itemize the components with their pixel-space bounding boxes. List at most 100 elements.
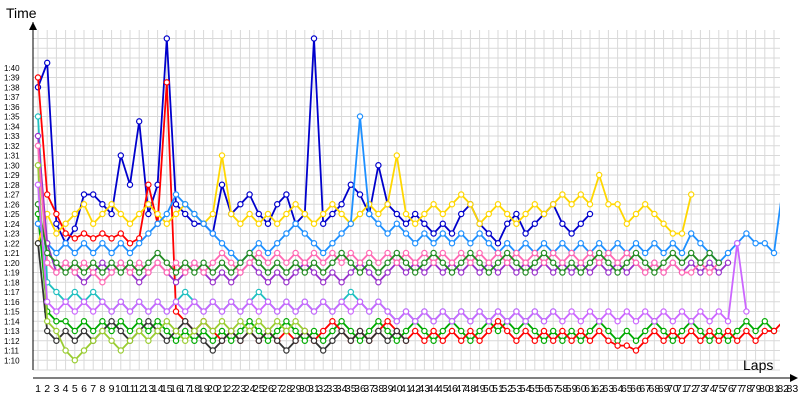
- data-point: [80, 298, 88, 305]
- y-tick-labels: 1:101:111:121:131:141:151:161:171:181:19…: [4, 64, 20, 366]
- data-point: [513, 259, 520, 266]
- x-tick-label: 18: [189, 383, 201, 395]
- data-point: [264, 269, 272, 276]
- data-point: [34, 220, 42, 227]
- data-point: [274, 327, 281, 335]
- data-point: [439, 269, 446, 276]
- data-point: [191, 259, 198, 266]
- data-point: [181, 210, 189, 218]
- data-point: [126, 327, 134, 335]
- data-point: [439, 308, 446, 315]
- data-point: [430, 230, 437, 237]
- data-point: [596, 171, 603, 179]
- data-point: [255, 327, 262, 335]
- data-point: [476, 308, 483, 315]
- data-point: [80, 201, 88, 208]
- data-point: [310, 259, 318, 266]
- data-point: [108, 235, 115, 242]
- data-point: [338, 327, 345, 335]
- data-point: [439, 249, 446, 257]
- data-point: [623, 342, 631, 349]
- data-point: [522, 240, 529, 247]
- data-point: [34, 132, 42, 140]
- data-point: [218, 327, 226, 335]
- x-tick-label: 56: [538, 383, 550, 395]
- data-point: [89, 220, 97, 227]
- data-point: [651, 259, 658, 266]
- data-point: [688, 259, 695, 266]
- data-point: [181, 259, 189, 266]
- data-point: [366, 337, 373, 344]
- data-point: [412, 220, 419, 227]
- data-point: [89, 308, 97, 315]
- data-point: [706, 269, 713, 276]
- data-point: [338, 279, 345, 286]
- data-point: [642, 308, 649, 315]
- data-point: [494, 318, 502, 325]
- data-point: [402, 269, 410, 276]
- data-point: [301, 259, 308, 266]
- data-point: [688, 327, 695, 335]
- data-point: [439, 259, 446, 266]
- y-tick-label: 1:25: [4, 210, 20, 219]
- data-point: [172, 210, 180, 218]
- data-point: [513, 337, 520, 344]
- data-point: [734, 327, 741, 335]
- data-point: [209, 210, 216, 218]
- data-point: [209, 230, 216, 237]
- data-point: [697, 327, 704, 335]
- data-point: [126, 181, 134, 188]
- data-point: [44, 298, 51, 305]
- data-point: [227, 327, 235, 335]
- data-point: [53, 210, 60, 218]
- y-tick-label: 1:13: [4, 327, 20, 336]
- data-point: [62, 318, 69, 325]
- data-point: [209, 327, 216, 335]
- data-point: [724, 249, 732, 257]
- y-tick-label: 1:18: [4, 278, 20, 287]
- y-tick-label: 1:39: [4, 74, 20, 83]
- data-point: [586, 308, 594, 315]
- data-point: [504, 318, 511, 325]
- data-point: [145, 308, 152, 315]
- data-point: [430, 327, 437, 335]
- x-tick-label: 52: [501, 383, 513, 395]
- data-point: [430, 240, 437, 247]
- data-point: [706, 259, 713, 266]
- data-point: [163, 220, 170, 227]
- data-point: [172, 191, 180, 198]
- data-point: [770, 327, 778, 335]
- data-point: [292, 201, 299, 208]
- data-point: [402, 210, 410, 218]
- data-point: [531, 259, 539, 266]
- data-point: [715, 327, 723, 335]
- data-point: [264, 220, 272, 227]
- y-tick-label: 1:20: [4, 259, 20, 268]
- data-point: [356, 327, 364, 335]
- x-tick-label: 48: [465, 383, 477, 395]
- data-point: [458, 327, 465, 335]
- data-point: [623, 308, 631, 315]
- y-tick-label: 1:40: [4, 64, 20, 73]
- data-point: [402, 308, 410, 315]
- data-point: [218, 249, 226, 257]
- data-point: [393, 152, 400, 159]
- data-point: [678, 269, 686, 276]
- data-point: [227, 249, 235, 257]
- data-point: [172, 269, 180, 276]
- x-tick-label: 30: [299, 383, 311, 395]
- data-point: [421, 220, 428, 227]
- x-tick-label: 10: [115, 383, 127, 395]
- data-point: [126, 308, 134, 315]
- data-point: [292, 318, 299, 325]
- data-point: [586, 327, 594, 335]
- data-point: [504, 240, 511, 247]
- data-point: [706, 318, 713, 325]
- data-point: [356, 259, 364, 266]
- data-point: [191, 327, 198, 335]
- data-point: [605, 201, 612, 208]
- data-point: [550, 269, 557, 276]
- data-point: [191, 220, 198, 227]
- data-point: [320, 347, 327, 354]
- data-point: [752, 240, 759, 247]
